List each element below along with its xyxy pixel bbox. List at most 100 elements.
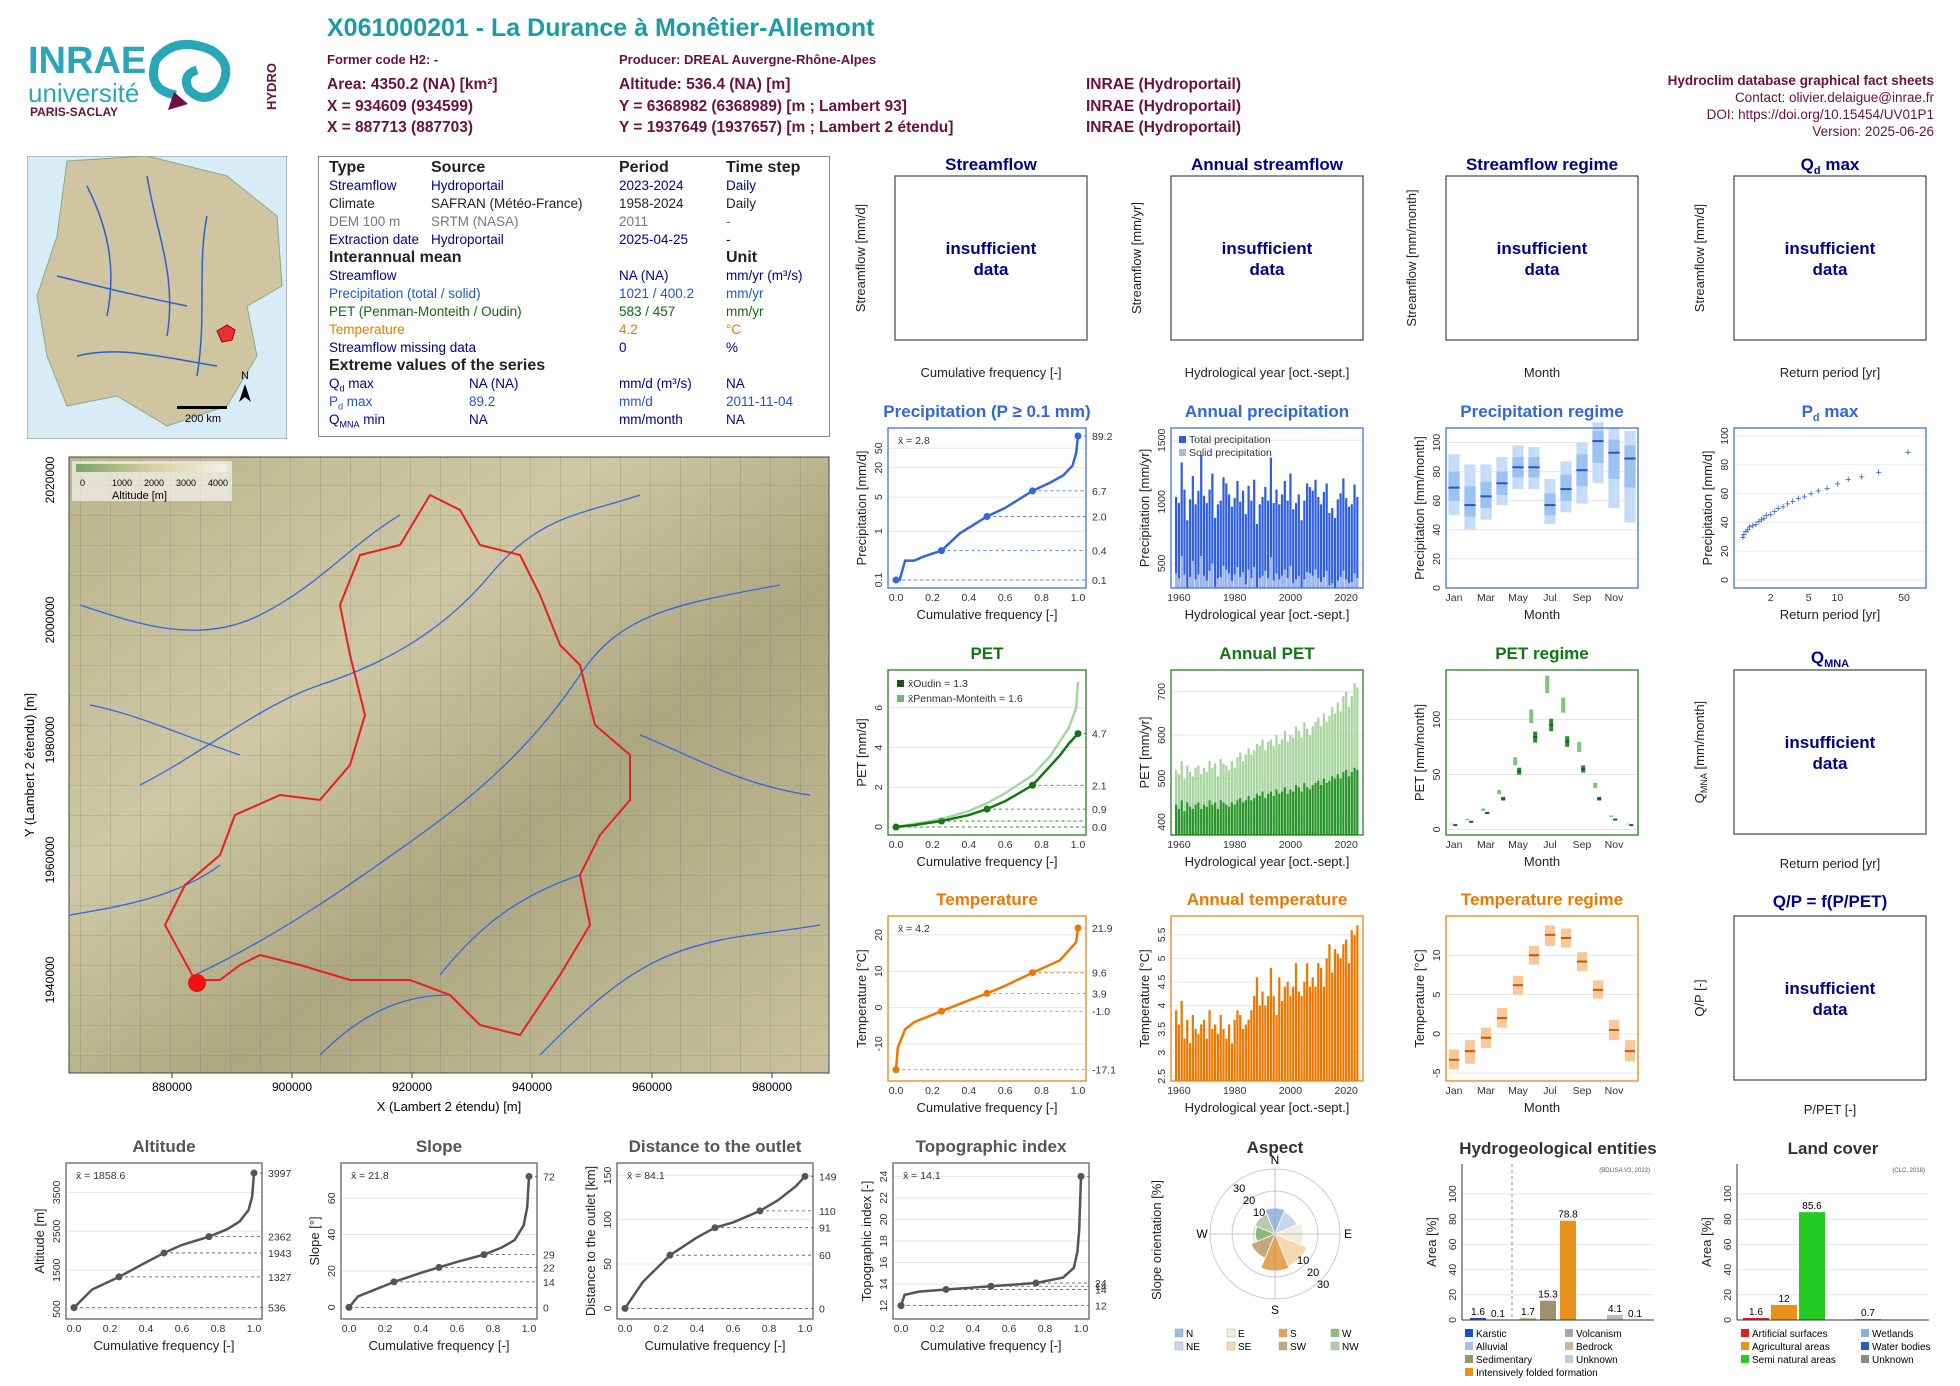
annual_pet-bar — [1219, 759, 1222, 835]
annual_temp-bar — [1267, 996, 1270, 1081]
altitude-mean-label: x̄ = 1858.6 — [76, 1170, 125, 1182]
annual_precip-bar — [1253, 479, 1256, 588]
pd_max-title: Pd max — [1802, 402, 1859, 424]
annual_pet-bar — [1233, 804, 1236, 835]
pd-max-xtick: 2 — [1768, 592, 1774, 604]
qd_max-xlabel: Return period [yr] — [1780, 365, 1880, 380]
aspect-legend-swatch — [1330, 1328, 1340, 1338]
temp_cdf-right-label: 21.9 — [1092, 923, 1113, 935]
pet_regime-title: PET regime — [1495, 644, 1589, 663]
precip_regime-xtick: Mar — [1477, 592, 1496, 604]
pd-max-point: + — [1859, 471, 1865, 483]
annual_precip-bar — [1239, 501, 1242, 588]
annual_precip-bar — [1272, 503, 1275, 588]
annual_pet-bar — [1353, 767, 1356, 835]
slope-ytick: 20 — [326, 1265, 338, 1277]
qd_max-status-1: insufficient — [1785, 239, 1876, 258]
aspect-legend-swatch — [1174, 1341, 1184, 1351]
annual_pet-bar — [1214, 802, 1217, 835]
annual-precip-legend-total: Total precipitation — [1189, 434, 1271, 446]
annual_precip-bar — [1342, 478, 1345, 588]
temp_cdf-mean-label: x̄ = 4.2 — [898, 923, 930, 935]
producer: Producer: DREAL Auvergne-Rhône-Alpes — [619, 52, 877, 67]
annual_pet-bar — [1247, 748, 1250, 835]
annual_precip-ytick: 1000 — [1156, 490, 1168, 514]
pet_cdf-right-label: 0.0 — [1092, 822, 1107, 834]
annual_precip-bar — [1216, 578, 1220, 588]
page-title: X061000201 - La Durance à Monêtier-Allem… — [327, 14, 875, 42]
topo_index-line — [899, 1176, 1083, 1307]
temp_cdf-right-label: -1.0 — [1092, 1006, 1110, 1018]
streamflow-panel — [894, 175, 1088, 341]
topo_index-right-label: 14 — [1095, 1284, 1107, 1296]
annual-precip-legend-total-swatch — [1179, 436, 1186, 443]
temp_regime-xtick: May — [1508, 1085, 1529, 1097]
annual_precip-bar — [1303, 579, 1306, 588]
hydrogeology-bar-label: 0.1 — [1491, 1309, 1505, 1320]
pd-max-point: + — [1775, 503, 1781, 515]
hydrogeology-bar-label: 4.1 — [1608, 1304, 1622, 1315]
annual_precip-bar — [1227, 494, 1231, 588]
distance-xtick: 0.8 — [762, 1323, 777, 1335]
temp_regime-xtick: Jan — [1446, 1085, 1463, 1097]
topo_index-right-label: 14 — [1095, 1281, 1107, 1293]
altitude-right-label: 1327 — [268, 1272, 292, 1284]
annual_pet-bar — [1253, 750, 1256, 835]
slope-xtick: 1.0 — [522, 1323, 537, 1335]
annual_streamflow-status-1: insufficient — [1222, 239, 1313, 258]
annual_precip-bar — [1261, 575, 1264, 588]
annual_pet-bar — [1261, 791, 1264, 835]
hydrogeology-legend-item: Unknown — [1576, 1355, 1618, 1366]
basin-rivers — [69, 494, 821, 1056]
basin-ytick: 2000000 — [43, 596, 57, 643]
topo_index-xlabel: Cumulative frequency [-] — [921, 1338, 1062, 1353]
annual_precip-bar — [1244, 514, 1247, 588]
pet_regime-xtick: Jul — [1543, 839, 1556, 851]
annual_precip-xtick: 1980 — [1223, 592, 1247, 604]
hydrogeology-legend-item: Intensively folded formation — [1476, 1368, 1598, 1379]
topo_index-frame — [892, 1162, 1090, 1320]
annual_pet-bar — [1175, 804, 1178, 835]
pet-legend-oudin-swatch — [897, 680, 904, 687]
altitude-right-label: 2362 — [268, 1232, 292, 1244]
annual_precip-bar — [1219, 576, 1222, 588]
info-row-missing: Streamflow missing data 0% — [329, 340, 739, 355]
pet-regime-pm — [1497, 789, 1502, 795]
precip_cdf-right-label: 89.2 — [1092, 431, 1113, 443]
temp_cdf-xtick: 0.4 — [961, 1085, 976, 1097]
topo_index-right-label: 24 — [1095, 1278, 1107, 1290]
pd-max-point: + — [1771, 506, 1777, 518]
distance-frame — [616, 1162, 814, 1320]
pet_cdf-ytick: 6 — [873, 705, 885, 711]
annual_precip-bar — [1292, 509, 1295, 588]
info-header-type: Type Source Period Time step — [329, 159, 801, 176]
annual_pet-bar — [1300, 791, 1303, 835]
pet-regime-pm — [1577, 742, 1582, 752]
pet_regime-frame — [1445, 669, 1639, 836]
annual_pet-bar — [1214, 763, 1217, 835]
precip-regime-iqr — [1480, 481, 1492, 508]
landcover-legend-swatch — [1861, 1342, 1869, 1350]
annual_temp-bar — [1356, 925, 1359, 1081]
x-lambert93: X = 934609 (934599) — [327, 98, 474, 115]
qp-status-1: insufficient — [1785, 979, 1876, 998]
pd-max-point: + — [1740, 532, 1746, 544]
annual_precip-bar — [1216, 504, 1220, 588]
topo_index-xtick: 0.0 — [894, 1323, 909, 1335]
temp_cdf-ylabel: Temperature [°C] — [854, 949, 869, 1047]
annual_pet-bar — [1306, 787, 1309, 835]
annual_temp-bar — [1336, 953, 1339, 1081]
altitude-meta: Altitude: 536.4 (NA) [m] — [619, 76, 791, 93]
topo_index-xtick: 0.8 — [1038, 1323, 1053, 1335]
annual_precip-bar — [1339, 493, 1342, 588]
pd-max-point: + — [1756, 516, 1762, 528]
annual_pet-bar — [1317, 717, 1320, 835]
annual_pet-bar — [1244, 800, 1247, 835]
annual_pet-bar — [1333, 778, 1337, 835]
annual_temp-bar — [1244, 1024, 1247, 1081]
landcover-bar-label: 12 — [1778, 1294, 1790, 1305]
annual_pet-bar — [1325, 782, 1328, 835]
basin-outline — [163, 493, 631, 1037]
annual_precip-bar — [1233, 498, 1236, 588]
annual_precip-bar — [1230, 506, 1233, 588]
